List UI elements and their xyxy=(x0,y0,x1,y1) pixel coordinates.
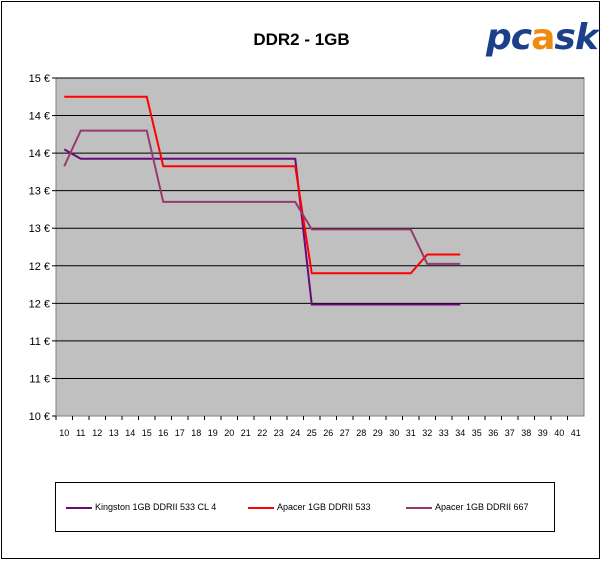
x-tick-label: 16 xyxy=(158,428,168,438)
y-tick-label: 15 € xyxy=(29,73,50,85)
x-tick-label: 39 xyxy=(538,428,548,438)
x-tick-label: 27 xyxy=(340,428,350,438)
legend-swatch-kingston xyxy=(66,506,92,509)
y-tick-label: 13 € xyxy=(29,186,50,198)
x-tick-label: 20 xyxy=(224,428,234,438)
x-tick-label: 40 xyxy=(554,428,564,438)
x-tick-label: 19 xyxy=(208,428,218,438)
x-tick-label: 34 xyxy=(455,428,465,438)
y-axis-tick-labels: 10 € 11 € 11 € 12 € 12 € 13 € 13 € 14 € 14 € 15 € xyxy=(29,73,56,423)
x-tick-label: 15 xyxy=(142,428,152,438)
logo-text-right: sk xyxy=(554,17,598,58)
logo-text-left: pc xyxy=(486,17,532,58)
x-tick-label: 17 xyxy=(175,428,185,438)
x-tick-label: 21 xyxy=(241,428,251,438)
x-tick-label: 41 xyxy=(571,428,581,438)
legend-label-kingston: Kingston 1GB DDRII 533 CL 4 xyxy=(95,502,217,512)
y-tick-label: 10 € xyxy=(29,411,50,423)
x-tick-label: 32 xyxy=(422,428,432,438)
x-tick-label: 35 xyxy=(472,428,482,438)
y-tick-label: 14 € xyxy=(29,148,50,160)
x-tick-label: 36 xyxy=(488,428,498,438)
x-tick-label: 13 xyxy=(109,428,119,438)
legend-item-apacer-667: Apacer 1GB DDRII 667 xyxy=(406,502,529,512)
legend-label-apacer-533: Apacer 1GB DDRII 533 xyxy=(277,502,371,512)
x-tick-label: 22 xyxy=(257,428,267,438)
gridlines xyxy=(56,77,584,379)
legend-swatch-apacer-533 xyxy=(248,506,274,509)
x-tick-label: 38 xyxy=(521,428,531,438)
chart-legend: Kingston 1GB DDRII 533 CL 4 Apacer 1GB D… xyxy=(55,482,555,532)
series-line-0 xyxy=(63,148,461,306)
x-tick-label: 18 xyxy=(191,428,201,438)
x-tick-label: 24 xyxy=(290,428,300,438)
y-tick-label: 12 € xyxy=(29,261,50,273)
x-tick-label: 37 xyxy=(505,428,515,438)
x-tick-label: 14 xyxy=(125,428,135,438)
x-tick-label: 29 xyxy=(373,428,383,438)
x-tick-label: 12 xyxy=(92,428,102,438)
legend-swatch-apacer-667 xyxy=(406,506,432,509)
logo-flame-letter: a xyxy=(531,17,555,58)
y-tick-label: 13 € xyxy=(29,223,50,235)
series-line-2 xyxy=(63,129,461,265)
x-tick-label: 33 xyxy=(439,428,449,438)
y-tick-label: 14 € xyxy=(29,111,50,123)
x-tick-label: 26 xyxy=(323,428,333,438)
x-tick-label: 30 xyxy=(389,428,399,438)
x-tick-label: 10 xyxy=(59,428,69,438)
pcask-logo: pcask xyxy=(486,17,599,58)
y-tick-label: 11 € xyxy=(29,336,50,348)
y-tick-label: 12 € xyxy=(29,298,50,310)
x-tick-label: 31 xyxy=(406,428,416,438)
chart-title: DDR2 - 1GB xyxy=(253,30,350,49)
legend-label-apacer-667: Apacer 1GB DDRII 667 xyxy=(435,502,529,512)
x-tick-label: 23 xyxy=(274,428,284,438)
legend-item-apacer-533: Apacer 1GB DDRII 533 xyxy=(248,502,371,512)
series-lines xyxy=(63,95,461,306)
y-tick-label: 11 € xyxy=(29,373,50,385)
x-tick-label: 11 xyxy=(76,428,85,438)
x-axis-tick-labels: 10 11 12 13 14 15 16 17 18 19 20 21 22 23 24 25 26 27 28 29… xyxy=(55,416,581,438)
x-tick-label: 28 xyxy=(356,428,366,438)
plot-area xyxy=(55,77,585,417)
x-tick-label: 25 xyxy=(307,428,317,438)
legend-item-kingston: Kingston 1GB DDRII 533 CL 4 xyxy=(66,502,216,512)
